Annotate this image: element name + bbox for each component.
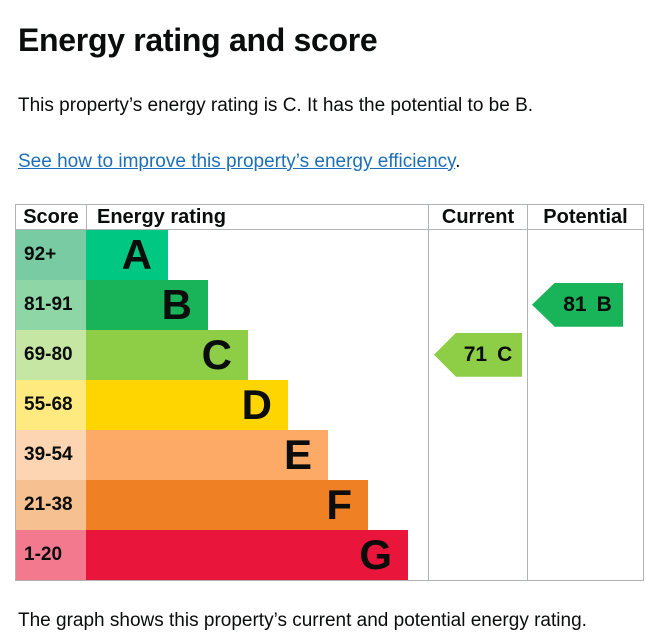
column-header-current: Current bbox=[428, 204, 527, 229]
chart-body: 92+ A 81-91 B 69-80 C 55-68 bbox=[16, 229, 643, 580]
band-bar-c: C bbox=[86, 329, 248, 380]
rating-cell-b: B bbox=[86, 279, 428, 330]
band-letter-a: A bbox=[121, 230, 152, 278]
score-cell-d: 55-68 bbox=[16, 379, 86, 430]
band-bar-b: B bbox=[86, 279, 208, 330]
band-row-a: 92+ A bbox=[16, 229, 643, 280]
potential-cell-d bbox=[527, 379, 643, 430]
potential-rating-letter: B bbox=[596, 292, 612, 316]
page-title: Energy rating and score bbox=[18, 22, 378, 58]
current-cell-c bbox=[428, 329, 527, 380]
potential-cell-f bbox=[527, 479, 643, 530]
band-letter-g: G bbox=[359, 530, 392, 578]
score-cell-g: 1-20 bbox=[16, 529, 86, 580]
band-letter-b: B bbox=[161, 280, 192, 328]
band-row-b: 81-91 B bbox=[16, 279, 643, 330]
energy-rating-chart: Score Energy rating Current Potential 92… bbox=[15, 203, 644, 581]
band-bar-f: F bbox=[86, 479, 368, 530]
intro-text: This property’s energy rating is C. It h… bbox=[18, 95, 534, 116]
chart-header-row: Score Energy rating Current Potential bbox=[16, 204, 643, 230]
potential-cell-e bbox=[527, 429, 643, 480]
improve-efficiency-link[interactable]: See how to improve this property’s energ… bbox=[18, 150, 456, 172]
band-bar-e: E bbox=[86, 429, 328, 480]
current-rating-letter: C bbox=[497, 342, 513, 366]
rating-cell-d: D bbox=[86, 379, 428, 430]
potential-rating-value: 81 bbox=[563, 292, 587, 316]
rating-cell-g: G bbox=[86, 529, 428, 580]
score-cell-c: 69-80 bbox=[16, 329, 86, 380]
band-letter-c: C bbox=[201, 330, 232, 378]
rating-cell-f: F bbox=[86, 479, 428, 530]
rating-cell-a: A bbox=[86, 229, 428, 280]
score-cell-a: 92+ bbox=[16, 229, 86, 280]
current-cell-a bbox=[428, 229, 527, 280]
current-rating-arrow: 71 C bbox=[434, 332, 522, 377]
band-bar-d: D bbox=[86, 379, 288, 430]
band-bar-g: G bbox=[86, 529, 408, 580]
band-bar-a: A bbox=[86, 229, 168, 280]
current-cell-d bbox=[428, 379, 527, 430]
current-cell-f bbox=[428, 479, 527, 530]
band-letter-e: E bbox=[283, 430, 312, 478]
rating-cell-c: C bbox=[86, 329, 428, 380]
band-row-g: 1-20 G bbox=[16, 529, 643, 580]
band-row-f: 21-38 F bbox=[16, 479, 643, 530]
potential-rating-arrow: 81 B bbox=[532, 282, 623, 327]
band-row-e: 39-54 E bbox=[16, 429, 643, 480]
score-cell-e: 39-54 bbox=[16, 429, 86, 480]
link-line: See how to improve this property’s energ… bbox=[18, 151, 646, 173]
potential-cell-c bbox=[527, 329, 643, 380]
potential-cell-g bbox=[527, 529, 643, 580]
current-cell-e bbox=[428, 429, 527, 480]
band-row-d: 55-68 D bbox=[16, 379, 643, 430]
link-suffix: . bbox=[455, 150, 461, 172]
score-cell-f: 21-38 bbox=[16, 479, 86, 530]
column-header-potential: Potential bbox=[527, 204, 643, 229]
current-cell-b bbox=[428, 279, 527, 330]
potential-cell-a bbox=[527, 229, 643, 280]
current-cell-g bbox=[428, 529, 527, 580]
chart-caption: The graph shows this property’s current … bbox=[18, 609, 587, 631]
column-header-energy-rating: Energy rating bbox=[86, 204, 428, 229]
band-row-c: 69-80 C bbox=[16, 329, 643, 380]
rating-cell-e: E bbox=[86, 429, 428, 480]
score-cell-b: 81-91 bbox=[16, 279, 86, 330]
current-rating-value: 71 bbox=[463, 342, 488, 366]
band-letter-f: F bbox=[326, 480, 352, 528]
column-header-score: Score bbox=[23, 205, 79, 228]
band-letter-d: D bbox=[241, 380, 272, 428]
potential-cell-b bbox=[527, 279, 643, 330]
